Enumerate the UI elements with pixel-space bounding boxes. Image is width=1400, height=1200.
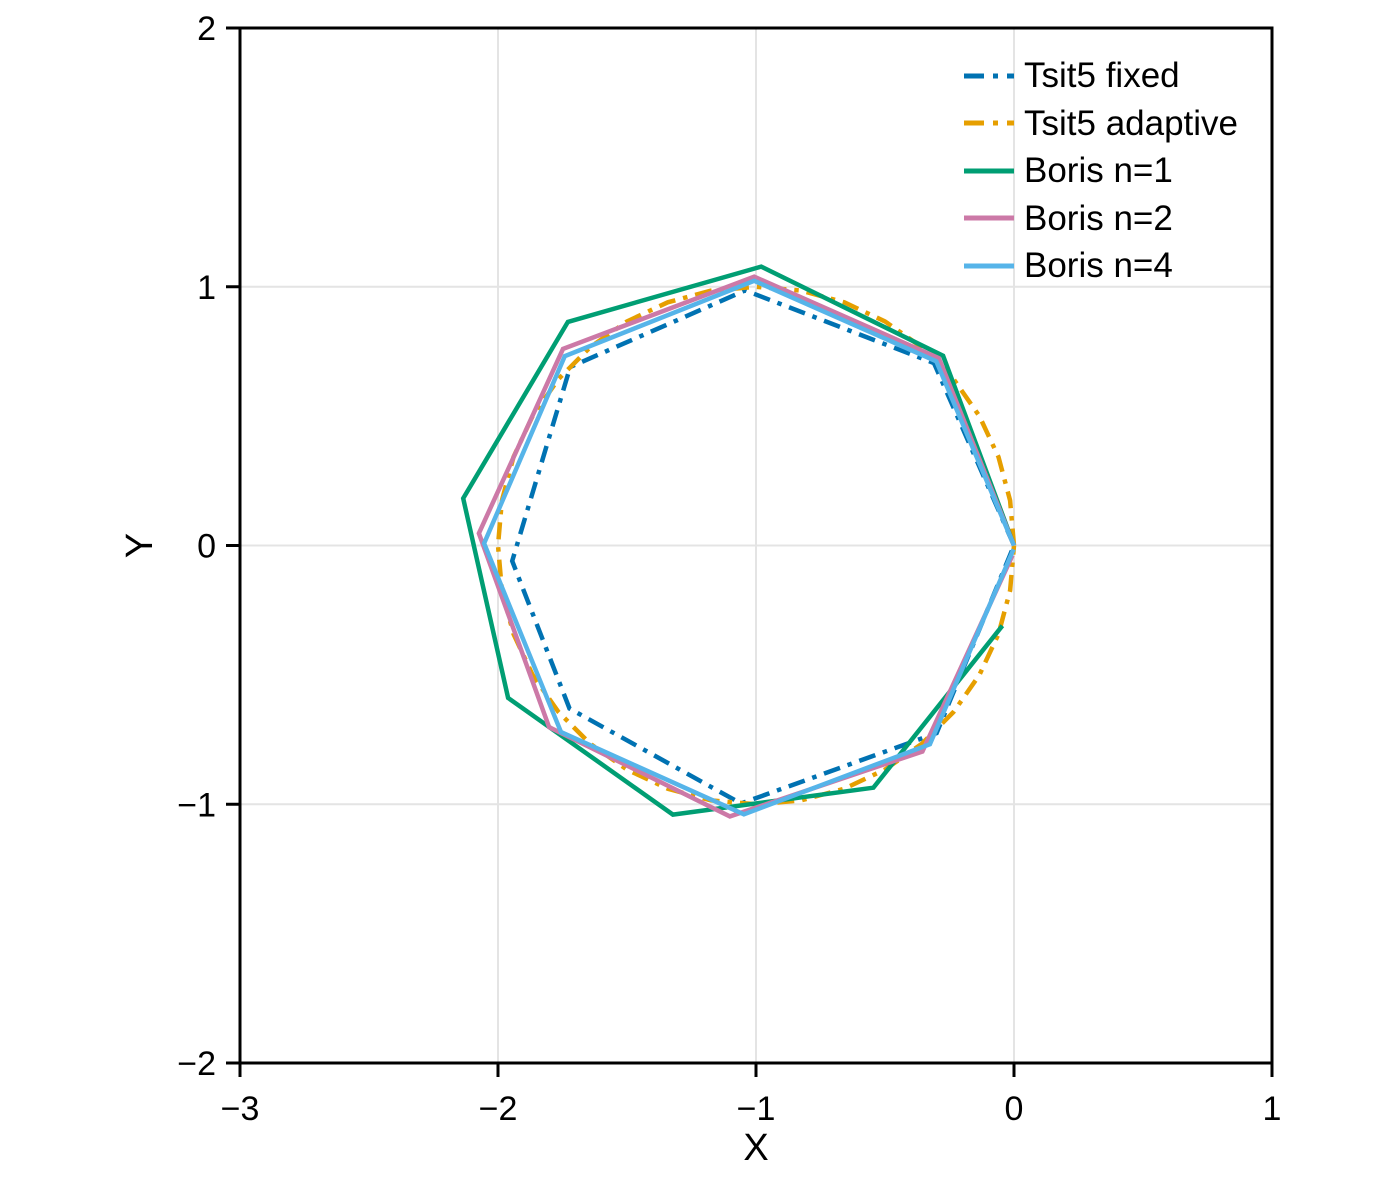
x-tick-label: −1 xyxy=(737,1090,776,1128)
legend-label: Tsit5 adaptive xyxy=(1024,103,1239,143)
y-tick-label: 1 xyxy=(197,269,216,307)
x-tick-label: 1 xyxy=(1263,1090,1282,1128)
series-line-tsit5-fixed xyxy=(509,287,1017,806)
y-tick-label: −2 xyxy=(177,1045,216,1083)
series-line-boris-n-1 xyxy=(460,264,1017,817)
x-tick-label: −2 xyxy=(479,1090,518,1128)
legend: Tsit5 fixed Tsit5 adaptive Boris n=1 Boris … xyxy=(963,52,1238,290)
legend-key-line-icon xyxy=(964,215,1014,221)
legend-label: Boris n=2 xyxy=(1024,198,1173,238)
legend-key-line-icon xyxy=(964,73,1014,79)
y-tick-label: −1 xyxy=(177,786,216,824)
legend-label: Tsit5 fixed xyxy=(1024,56,1180,96)
legend-key-line-icon xyxy=(964,120,1014,126)
y-axis-label: Y xyxy=(119,533,161,558)
y-tick-label: 0 xyxy=(197,528,216,566)
legend-key-line-icon xyxy=(964,263,1014,269)
legend-item-tsit5-adaptive: Tsit5 adaptive xyxy=(963,100,1238,148)
legend-label: Boris n=1 xyxy=(1024,151,1173,191)
legend-key-line-icon xyxy=(964,168,1014,174)
x-tick-label: −3 xyxy=(221,1090,260,1128)
x-axis-label: X xyxy=(743,1127,768,1169)
legend-item-tsit5-fixed: Tsit5 fixed xyxy=(963,52,1238,100)
legend-item-boris-n-2: Boris n=2 xyxy=(963,195,1238,243)
legend-item-boris-n-1: Boris n=1 xyxy=(963,147,1238,195)
y-tick-label: 2 xyxy=(197,10,216,48)
series-line-boris-n-4 xyxy=(481,278,1017,817)
legend-label: Boris n=4 xyxy=(1024,246,1173,286)
x-tick-label: 0 xyxy=(1005,1090,1024,1128)
legend-item-boris-n-4: Boris n=4 xyxy=(963,242,1238,290)
